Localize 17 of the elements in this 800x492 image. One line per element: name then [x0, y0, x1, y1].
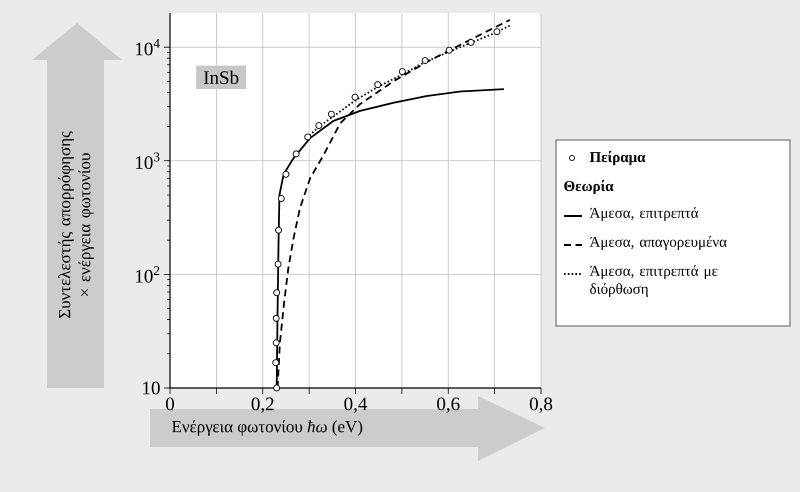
x-tick-label: 0 — [166, 397, 174, 410]
legend-title: Θεωρία — [564, 180, 614, 194]
y-tick-label: 10$^{3}$ — [136, 152, 160, 170]
x-axis-title: Ενέργεια φωτονίου ħω (eV) — [172, 420, 362, 436]
x-tick-label: 0,6 — [437, 397, 460, 414]
y-tick-label: 10$^{4}$ — [136, 38, 160, 56]
legend-label: Άμεσα, επιτρεπτά με διόρθωση — [590, 265, 718, 297]
annotation: InSb — [204, 70, 238, 84]
x-tick-label: 0,2 — [252, 397, 274, 414]
y-axis-title: Συντελεστής απορρόφησης × ενέργεια φωτονίου — [58, 131, 94, 318]
y-tick-label: 10$^{2}$ — [136, 266, 160, 283]
y-tick-label: 10 — [143, 382, 160, 394]
x-tick-label: 0,4 — [344, 397, 368, 414]
x-tick-label: 0,8 — [530, 397, 552, 414]
legend-label: Άμεσα, επιτρεπτά — [590, 207, 698, 221]
legend-label: Πείραμα — [590, 150, 646, 166]
legend-label: Άμεσα, απαγορευμένα — [590, 236, 727, 250]
